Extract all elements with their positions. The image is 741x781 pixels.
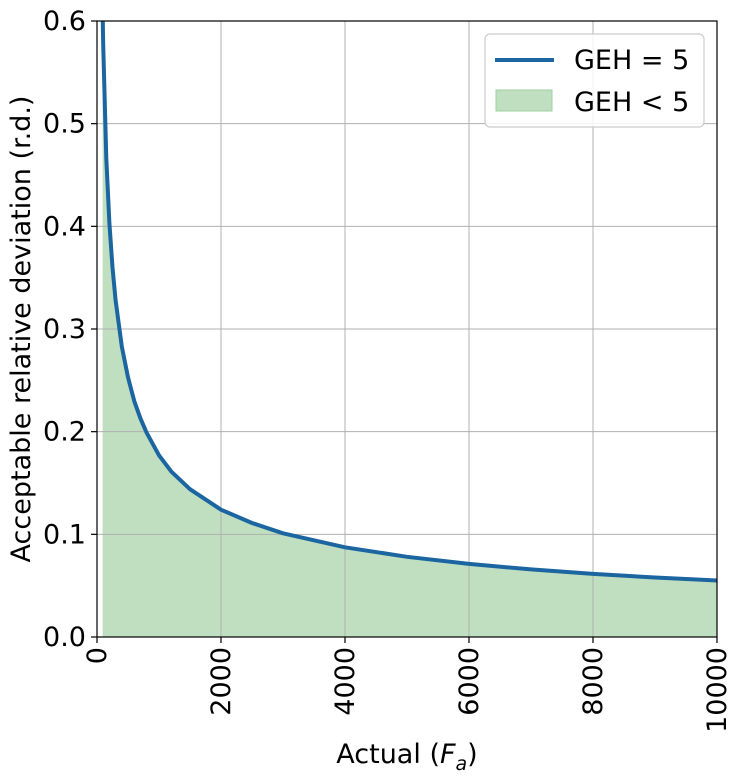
area-geh-below-5: [102, 21, 717, 637]
x-tick-label: 0: [82, 647, 113, 664]
y-tick-label: 0.0: [43, 622, 86, 653]
y-tick-label: 0.2: [43, 417, 86, 448]
x-tick-label: 8000: [578, 647, 609, 716]
line-geh-5: [100, 21, 717, 583]
x-tick-label: 6000: [454, 647, 485, 716]
tick-layer: 0 2000 4000 6000 8000 10000 0.0 0.1 0.2 0.3 0.4 0.5…: [43, 6, 733, 733]
y-tick-label: 0.5: [43, 109, 86, 140]
legend: GEH = 5 GEH < 5: [484, 33, 705, 128]
x-axis-label: Actual (Fa): [336, 739, 477, 775]
y-tick-label: 0.4: [43, 211, 86, 242]
x-tick-label: 4000: [330, 647, 361, 716]
y-axis-label: Acceptable relative deviation (r.d.): [6, 96, 37, 563]
y-tick-label: 0.1: [43, 519, 86, 550]
line-layer: [100, 21, 717, 583]
legend-line-label: GEH = 5: [574, 45, 689, 76]
legend-area-swatch: [495, 89, 553, 112]
x-tick-label: 2000: [206, 647, 237, 716]
x-axis-label-math: F: [440, 739, 456, 770]
x-tick-label: 10000: [702, 647, 733, 733]
y-tick-label: 0.3: [43, 314, 86, 345]
area-layer: [102, 21, 717, 637]
x-axis-label-math-sub: a: [456, 753, 468, 775]
y-tick-label: 0.6: [43, 6, 86, 37]
x-axis-label-text: Actual: [336, 739, 421, 770]
legend-area-label: GEH < 5: [574, 87, 689, 118]
